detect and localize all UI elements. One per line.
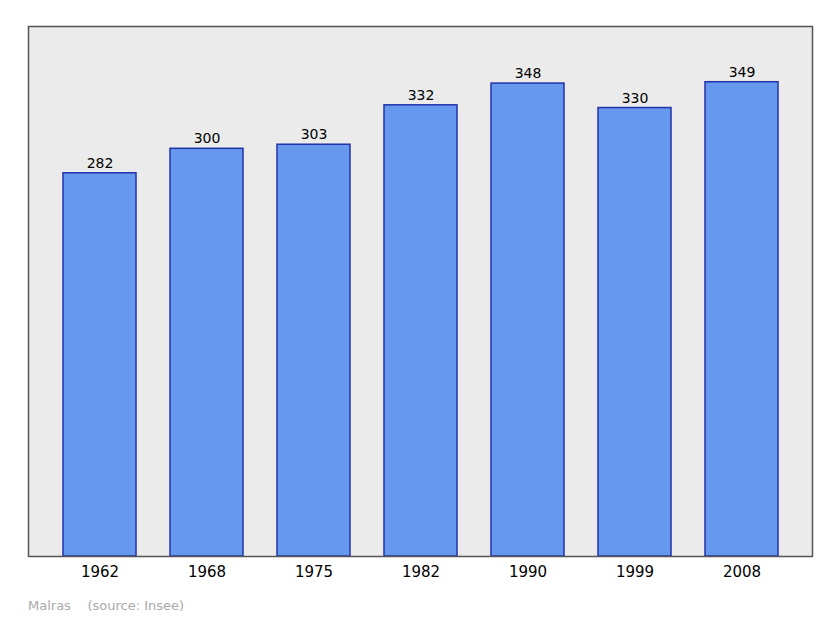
svg-text:2008: 2008 [723,563,761,581]
svg-text:303: 303 [301,126,328,142]
svg-text:1990: 1990 [509,563,547,581]
svg-text:332: 332 [408,87,435,103]
svg-text:330: 330 [622,90,649,106]
svg-text:1982: 1982 [402,563,440,581]
svg-text:1968: 1968 [188,563,226,581]
svg-text:1975: 1975 [295,563,333,581]
svg-text:1999: 1999 [616,563,654,581]
html-text:Malras (source: Insee): Malras (source: Insee) [28,598,185,613]
svg-text:1962: 1962 [81,563,119,581]
svg-text:300: 300 [194,130,221,146]
svg-text:349: 349 [729,64,756,80]
svg-text:348: 348 [515,65,542,81]
svg-text:282: 282 [87,155,114,171]
